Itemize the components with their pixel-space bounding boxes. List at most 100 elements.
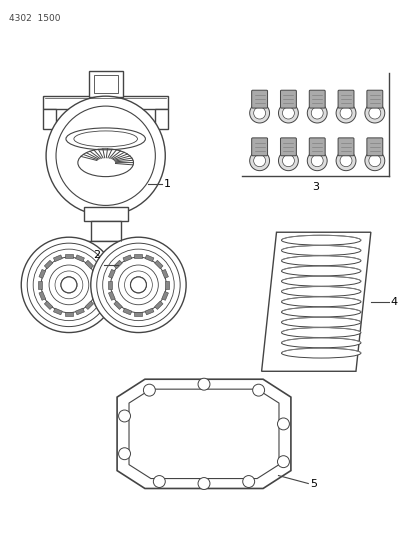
Ellipse shape	[282, 256, 361, 265]
Circle shape	[365, 103, 385, 123]
FancyBboxPatch shape	[145, 308, 154, 315]
FancyBboxPatch shape	[114, 260, 122, 269]
Circle shape	[21, 237, 117, 333]
Circle shape	[144, 384, 155, 396]
FancyBboxPatch shape	[91, 221, 121, 241]
Polygon shape	[155, 109, 168, 129]
Circle shape	[250, 103, 270, 123]
Ellipse shape	[66, 128, 145, 150]
FancyBboxPatch shape	[309, 138, 325, 156]
FancyBboxPatch shape	[65, 254, 73, 258]
Ellipse shape	[282, 348, 361, 358]
FancyBboxPatch shape	[65, 312, 73, 316]
Text: 1: 1	[164, 179, 171, 189]
Ellipse shape	[282, 235, 361, 245]
FancyBboxPatch shape	[38, 281, 42, 289]
Text: 4302  1500: 4302 1500	[9, 14, 61, 23]
Circle shape	[254, 155, 266, 167]
Circle shape	[250, 151, 270, 171]
FancyBboxPatch shape	[165, 281, 169, 289]
Circle shape	[56, 106, 155, 205]
FancyBboxPatch shape	[338, 90, 354, 108]
FancyBboxPatch shape	[280, 138, 296, 156]
FancyBboxPatch shape	[123, 308, 132, 315]
Circle shape	[307, 103, 327, 123]
Ellipse shape	[282, 266, 361, 276]
Ellipse shape	[282, 317, 361, 327]
FancyBboxPatch shape	[53, 255, 62, 262]
FancyBboxPatch shape	[86, 241, 126, 253]
Circle shape	[336, 103, 356, 123]
FancyBboxPatch shape	[108, 281, 112, 289]
FancyBboxPatch shape	[114, 301, 122, 310]
Circle shape	[311, 155, 323, 167]
Ellipse shape	[282, 338, 361, 348]
Circle shape	[91, 237, 186, 333]
Polygon shape	[117, 379, 291, 488]
FancyBboxPatch shape	[75, 255, 84, 262]
Circle shape	[340, 107, 352, 119]
Circle shape	[365, 151, 385, 171]
Circle shape	[46, 96, 165, 215]
FancyBboxPatch shape	[44, 260, 53, 269]
Ellipse shape	[74, 131, 137, 147]
FancyBboxPatch shape	[85, 301, 93, 310]
Circle shape	[153, 475, 165, 488]
FancyBboxPatch shape	[89, 71, 122, 97]
FancyBboxPatch shape	[367, 138, 383, 156]
FancyBboxPatch shape	[109, 269, 115, 278]
Circle shape	[131, 277, 146, 293]
Circle shape	[369, 107, 381, 119]
Ellipse shape	[282, 328, 361, 337]
FancyBboxPatch shape	[85, 260, 93, 269]
Circle shape	[282, 155, 295, 167]
Circle shape	[119, 410, 131, 422]
Circle shape	[277, 456, 289, 467]
Text: 4: 4	[391, 297, 398, 307]
Polygon shape	[43, 109, 56, 129]
FancyBboxPatch shape	[155, 260, 163, 269]
Text: 5: 5	[310, 479, 317, 489]
FancyBboxPatch shape	[39, 292, 46, 300]
FancyBboxPatch shape	[75, 308, 84, 315]
Text: 2: 2	[93, 250, 100, 260]
Polygon shape	[43, 96, 168, 109]
Circle shape	[279, 103, 298, 123]
FancyBboxPatch shape	[162, 269, 169, 278]
Circle shape	[277, 418, 289, 430]
Circle shape	[198, 478, 210, 489]
FancyBboxPatch shape	[145, 255, 154, 262]
FancyBboxPatch shape	[53, 308, 62, 315]
FancyBboxPatch shape	[280, 90, 296, 108]
FancyBboxPatch shape	[252, 90, 268, 108]
Ellipse shape	[282, 276, 361, 286]
Ellipse shape	[282, 246, 361, 255]
FancyBboxPatch shape	[123, 255, 132, 262]
Polygon shape	[262, 232, 371, 372]
Circle shape	[253, 384, 264, 396]
Ellipse shape	[282, 287, 361, 296]
Circle shape	[61, 277, 77, 293]
FancyBboxPatch shape	[84, 207, 128, 221]
Text: 3: 3	[312, 182, 319, 191]
Circle shape	[254, 107, 266, 119]
Ellipse shape	[282, 297, 361, 306]
FancyBboxPatch shape	[162, 292, 169, 300]
Circle shape	[243, 475, 255, 488]
FancyBboxPatch shape	[309, 90, 325, 108]
FancyBboxPatch shape	[96, 281, 100, 289]
FancyBboxPatch shape	[135, 312, 142, 316]
Ellipse shape	[282, 307, 361, 317]
Circle shape	[336, 151, 356, 171]
FancyBboxPatch shape	[94, 75, 118, 93]
FancyBboxPatch shape	[92, 269, 99, 278]
Circle shape	[119, 448, 131, 459]
FancyBboxPatch shape	[44, 301, 53, 310]
FancyBboxPatch shape	[39, 269, 46, 278]
Circle shape	[279, 151, 298, 171]
Circle shape	[198, 378, 210, 390]
FancyBboxPatch shape	[92, 292, 99, 300]
Circle shape	[307, 151, 327, 171]
FancyBboxPatch shape	[338, 138, 354, 156]
FancyBboxPatch shape	[252, 138, 268, 156]
